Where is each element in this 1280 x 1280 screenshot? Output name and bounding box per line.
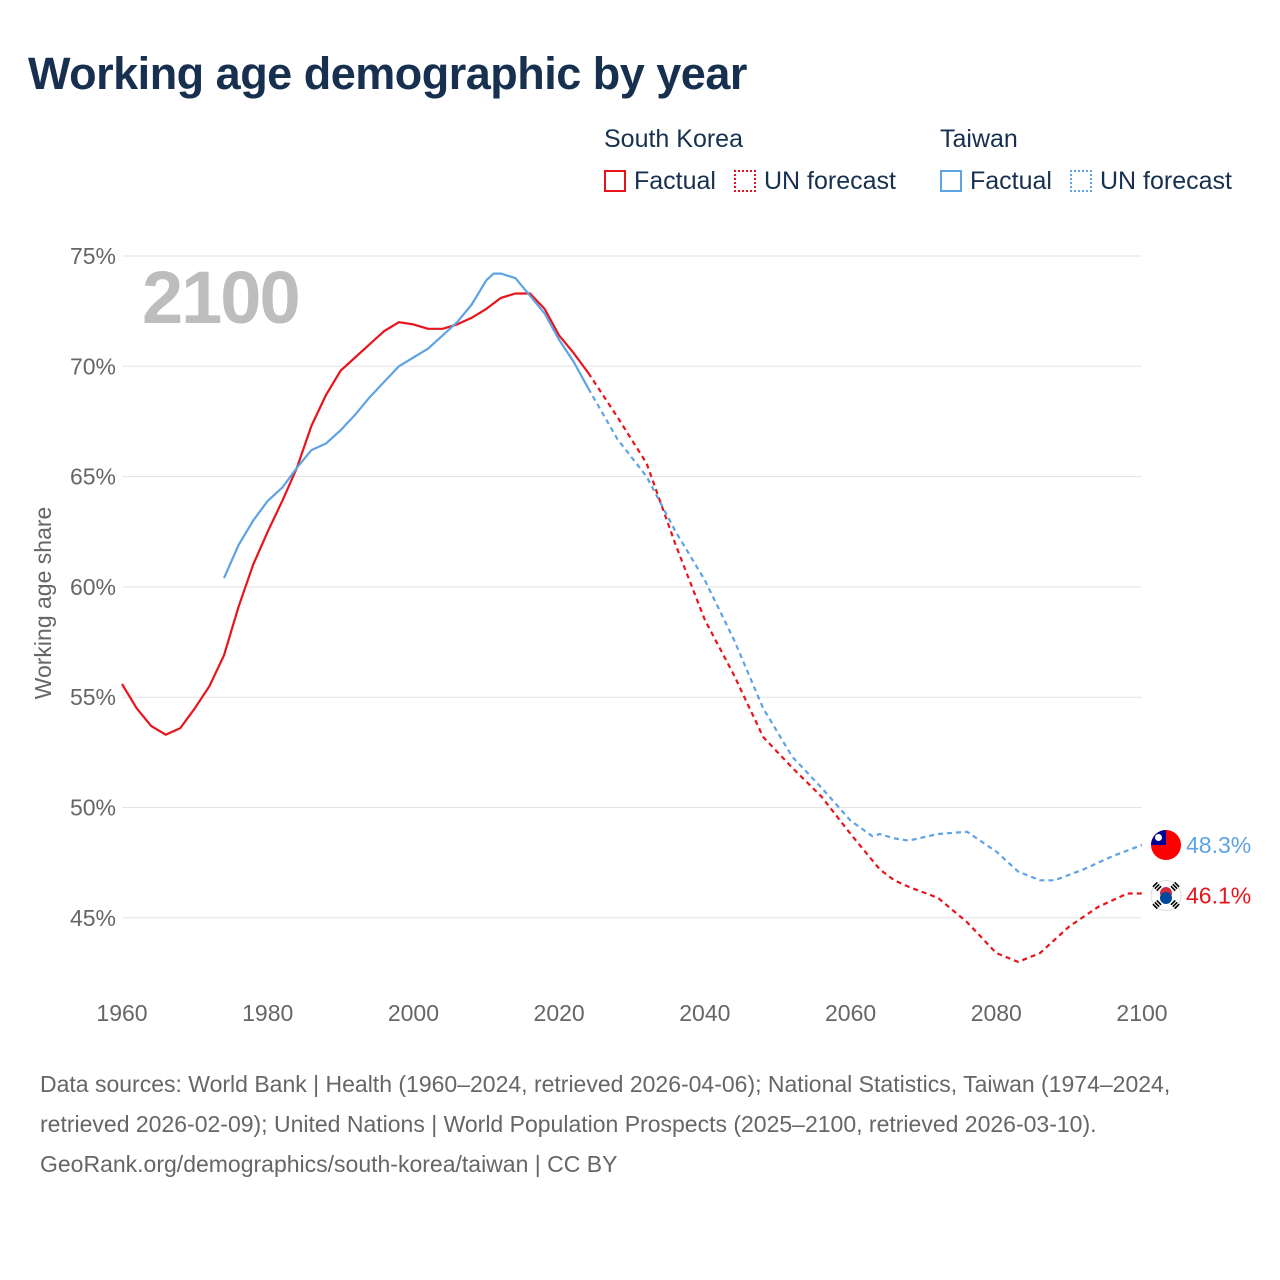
- chart-title: Working age demographic by year: [28, 48, 747, 99]
- x-tick-label: 2040: [679, 1000, 730, 1026]
- flag-trigram-bar: [1170, 885, 1176, 892]
- legend-label: UN forecast: [1099, 167, 1232, 195]
- x-tick-label: 2100: [1116, 1000, 1167, 1026]
- series-lines: [121, 272, 1143, 963]
- data-sources: Data sources: World Bank | Health (1960–…: [40, 1071, 1171, 1137]
- flag-trigram-bar: [1152, 903, 1158, 910]
- series-line-taiwan-forecast: [587, 387, 1143, 882]
- x-tick-label: 2080: [971, 1000, 1022, 1026]
- flag-trigram-bar: [1156, 899, 1162, 906]
- taiwan-end-label: 48.3%: [1186, 832, 1251, 858]
- legend-swatch-dotted: [733, 170, 756, 192]
- flag-trigram-bar: [1170, 899, 1176, 906]
- legend-group-taiwan: Taiwan Factual UN forecast: [940, 124, 1232, 196]
- legend-label: UN forecast: [763, 167, 896, 195]
- x-tick-label: 2000: [388, 1000, 439, 1026]
- y-tick-label: 50%: [70, 794, 116, 820]
- taiwan-flag-icon: [1151, 829, 1181, 860]
- x-tick-label: 1980: [242, 1000, 293, 1026]
- y-tick-label: 70%: [70, 353, 116, 379]
- legend-label: Factual: [634, 167, 716, 195]
- legend-swatch-solid: [604, 170, 626, 192]
- flag-trigram-bar: [1152, 881, 1158, 888]
- x-tick-label: 2060: [825, 1000, 876, 1026]
- y-tick-label: 75%: [70, 243, 116, 269]
- legend-item-taiwan-factual[interactable]: Factual: [940, 166, 1052, 196]
- y-axis-label: Working age share: [30, 507, 56, 700]
- y-tick-label: 65%: [70, 464, 116, 490]
- flag-trigram-bar: [1154, 901, 1160, 908]
- y-tick-label: 60%: [70, 574, 116, 600]
- x-tick-label: 2020: [534, 1000, 585, 1026]
- y-axis-ticks: 45% 50% 55% 60% 65% 70% 75%: [70, 243, 116, 931]
- flag-trigram-bar: [1154, 883, 1160, 890]
- flag-trigram-bar: [1172, 901, 1178, 908]
- legend-swatch-dotted: [1069, 170, 1092, 192]
- x-axis-ticks: 1960 1980 2000 2020 2040 2060 2080 2100: [96, 1000, 1167, 1026]
- y-tick-label: 45%: [70, 905, 116, 931]
- footer: Data sources: World Bank | Health (1960–…: [40, 1064, 1245, 1184]
- year-watermark: 2100: [142, 256, 299, 339]
- legend-group-name: Taiwan: [940, 125, 1018, 153]
- flag-trigram-bar: [1172, 883, 1178, 890]
- south-korea-end-label: 46.1%: [1186, 883, 1251, 909]
- flag-trigram-bar: [1156, 885, 1162, 892]
- flag-trigram-bar: [1174, 881, 1180, 888]
- x-tick-label: 1960: [96, 1000, 147, 1026]
- series-line-south-korea-factual: [121, 292, 590, 736]
- legend-label: Factual: [970, 167, 1052, 195]
- legend-item-south-korea-forecast[interactable]: UN forecast: [733, 166, 896, 196]
- legend-group-name: South Korea: [604, 125, 743, 153]
- legend-group-south-korea: South Korea Factual UN forecast: [604, 124, 896, 196]
- legend-item-taiwan-forecast[interactable]: UN forecast: [1069, 166, 1232, 196]
- legend-swatch-solid: [940, 170, 962, 192]
- south-korea-flag-icon: [1150, 880, 1182, 912]
- gridlines: [122, 255, 1142, 919]
- flag-trigram-bar: [1174, 903, 1180, 910]
- legend-item-south-korea-factual[interactable]: Factual: [604, 166, 716, 196]
- series-line-taiwan-factual: [222, 272, 590, 579]
- series-line-south-korea-forecast: [587, 372, 1142, 963]
- credit-link[interactable]: GeoRank.org/demographics/south-korea/tai…: [40, 1151, 618, 1177]
- line-chart: 2100 45% 50% 55% 60% 65% 70% 75% 1960 1980 2000 2…: [30, 243, 1251, 1026]
- y-tick-label: 55%: [70, 684, 116, 710]
